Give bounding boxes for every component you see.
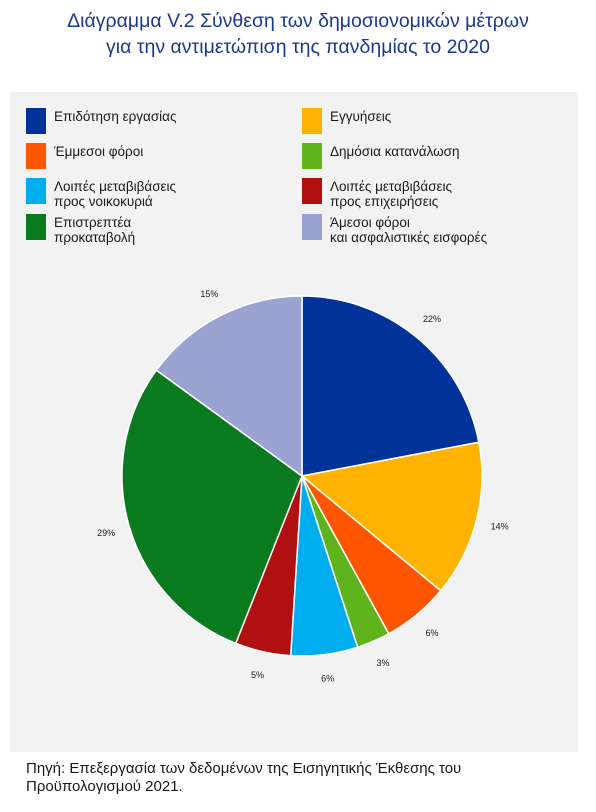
source-note: Πηγή: Επεξεργασία των δεδομένων της Ειση… [26, 760, 461, 796]
chart-title: Διάγραμμα V.2 Σύνθεση των δημοσιονομικών… [0, 8, 596, 60]
legend-item-4: Δημόσια κατανάλωση [302, 143, 460, 169]
legend-label-4: Δημόσια κατανάλωση [330, 144, 460, 159]
legend-swatch-6 [302, 178, 322, 204]
pie-label-2: 14% [491, 522, 509, 532]
pie-label-4: 3% [376, 658, 389, 668]
source-line-2: Προϋπολογισμού 2021. [26, 778, 183, 795]
legend-swatch-7 [26, 214, 46, 240]
pie-label-6: 5% [251, 670, 264, 680]
pie-slice-1 [301, 295, 480, 477]
legend-item-8: Άμεσοι φόροι και ασφαλιστικές εισφορές [302, 214, 487, 245]
legend-item-1: Επιδότηση εργασίας [26, 108, 176, 134]
pie-label-1: 22% [423, 314, 441, 324]
legend-swatch-2 [302, 108, 322, 134]
legend-label-3: Έμμεσοι φόροι [54, 144, 144, 159]
pie-label-5: 6% [321, 673, 334, 683]
legend-swatch-3 [26, 143, 46, 169]
pie-slice-8 [155, 295, 303, 478]
legend-item-2: Εγγυήσεις [302, 108, 391, 134]
legend-swatch-5 [26, 178, 46, 204]
chart-title-line-1: Διάγραμμα V.2 Σύνθεση των δημοσιονομικών… [67, 10, 529, 32]
chart-title-line-2: για την αντιμετώπιση της πανδημίας το 20… [106, 36, 490, 58]
footer: Πηγή: Επεξεργασία των δεδομένων της Ειση… [10, 752, 578, 812]
legend-item-5: Λοιπές μεταβιβάσεις προς νοικοκυριά [26, 178, 176, 209]
pie-label-3: 6% [425, 628, 438, 638]
chart-panel: Επιδότηση εργασίας Εγγυήσεις Έμμεσοι φόρ… [10, 92, 578, 752]
legend-label-6: Λοιπές μεταβιβάσεις προς επιχειρήσεις [330, 179, 453, 209]
legend-swatch-4 [302, 143, 322, 169]
pie-chart: 22% 14% 6% 3% 6% 5% 29% 15% [97, 289, 509, 683]
legend-label-8: Άμεσοι φόροι και ασφαλιστικές εισφορές [330, 215, 488, 245]
source-line-1: Πηγή: Επεξεργασία των δεδομένων της Ειση… [26, 760, 462, 777]
legend-label-1: Επιδότηση εργασίας [54, 109, 177, 124]
legend-swatch-8 [302, 214, 322, 240]
pie-label-7: 29% [97, 528, 115, 538]
legend-item-7: Επιστρεπτέα προκαταβολή [26, 214, 135, 245]
pie-slice-2 [300, 441, 483, 592]
legend-label-7: Επιστρεπτέα προκαταβολή [54, 215, 136, 245]
legend-label-5: Λοιπές μεταβιβάσεις προς νοικοκυριά [54, 179, 177, 209]
legend-swatch-1 [26, 108, 46, 134]
legend-item-3: Έμμεσοι φόροι [26, 143, 143, 169]
pie-label-8: 15% [200, 289, 218, 299]
legend-label-2: Εγγυήσεις [330, 109, 392, 124]
pie-slice-7 [121, 369, 303, 645]
legend-item-6: Λοιπές μεταβιβάσεις προς επιχειρήσεις [302, 178, 452, 209]
